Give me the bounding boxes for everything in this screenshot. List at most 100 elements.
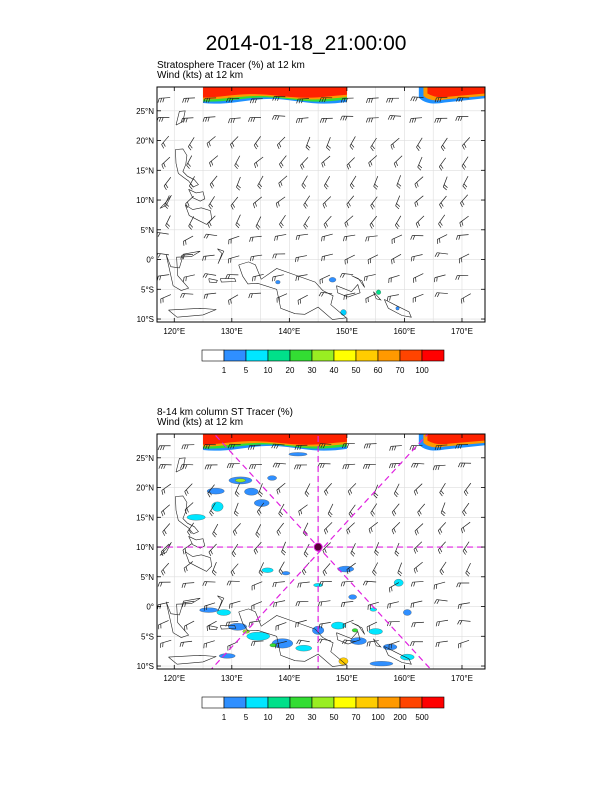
wind-barb xyxy=(180,253,193,260)
wind-barb xyxy=(455,275,469,280)
page-title: 2014-01-18_21:00:00 xyxy=(205,32,407,55)
colorbar-swatch xyxy=(289,696,313,709)
wind-barb xyxy=(434,252,449,258)
wind-barb xyxy=(184,620,195,631)
wind-barb xyxy=(303,195,311,209)
wind-barb xyxy=(461,156,469,170)
wind-barb xyxy=(411,621,424,628)
wind-barb xyxy=(226,97,240,103)
coastline xyxy=(184,551,213,572)
wind-barbs xyxy=(157,443,472,651)
colorbar-label: 60 xyxy=(374,366,383,375)
tracer-contour xyxy=(351,628,358,633)
wind-barb xyxy=(346,157,355,170)
wind-barb xyxy=(253,136,261,150)
wind-barb xyxy=(279,155,287,169)
wind-barb xyxy=(434,444,448,451)
colorbar-swatch xyxy=(311,696,335,709)
wind-barb xyxy=(455,444,469,449)
wind-barb xyxy=(183,235,194,246)
wind-barb xyxy=(180,464,194,469)
wind-barb xyxy=(301,175,308,189)
coastlines xyxy=(159,457,412,667)
x-tick-label: 160°E xyxy=(393,327,415,336)
tracer-contour xyxy=(199,607,219,613)
wind-barb xyxy=(440,502,446,517)
colorbar-label: 200 xyxy=(393,713,407,722)
wind-barb xyxy=(462,541,470,555)
wind-barb xyxy=(228,294,239,305)
wind-barb xyxy=(414,523,424,536)
wind-barb xyxy=(275,196,286,208)
y-tick-label: 10°N xyxy=(136,543,154,552)
coastline xyxy=(159,195,172,209)
colorbar-label: 100 xyxy=(415,366,429,375)
wind-barb xyxy=(410,96,424,102)
coastline xyxy=(188,536,206,549)
wind-barb xyxy=(252,196,263,209)
wind-barb xyxy=(225,274,239,279)
wind-barb xyxy=(272,115,286,121)
tracer-contour xyxy=(186,514,206,521)
y-tick-label: 20°N xyxy=(136,137,154,146)
wind-barb xyxy=(179,640,193,647)
wind-barb xyxy=(457,619,471,625)
wind-barb xyxy=(183,561,194,573)
coastline xyxy=(165,250,201,291)
wind-barb xyxy=(232,523,241,536)
wind-barb xyxy=(465,562,471,577)
wind-barb xyxy=(456,582,470,588)
wind-barb xyxy=(203,292,217,299)
wind-barb xyxy=(212,523,219,538)
colorbar-label: 50 xyxy=(330,713,339,722)
wind-barb xyxy=(276,136,286,150)
wind-barb xyxy=(157,445,171,451)
coastline xyxy=(220,625,237,630)
wind-barb xyxy=(462,176,469,190)
x-tick-label: 120°E xyxy=(163,674,185,683)
wind-barb xyxy=(436,234,448,244)
wind-barb xyxy=(362,580,377,586)
tracer-contour xyxy=(400,653,415,661)
wind-barb xyxy=(368,155,378,168)
wind-barb xyxy=(202,273,217,279)
wind-barb xyxy=(326,137,331,151)
wind-barb xyxy=(410,254,423,262)
coastline xyxy=(373,291,382,301)
wind-barb xyxy=(297,294,308,305)
y-tick-label: 10°S xyxy=(137,662,154,671)
wind-barb xyxy=(163,177,172,190)
tracer-contour xyxy=(254,499,270,507)
wind-barb xyxy=(434,292,448,298)
wind-barb xyxy=(272,581,285,588)
tracer-contour xyxy=(340,309,347,316)
wind-barb xyxy=(387,115,402,121)
wind-barb xyxy=(440,137,448,152)
wind-barb xyxy=(340,97,354,103)
wind-barb xyxy=(367,601,379,610)
wind-barb xyxy=(442,176,448,191)
wind-barb xyxy=(318,291,333,297)
wind-barb xyxy=(158,620,169,630)
colorbar-label: 20 xyxy=(286,366,295,375)
tracer-contour xyxy=(228,623,247,631)
wind-barb xyxy=(386,294,399,302)
tracer-contour xyxy=(267,475,277,481)
wind-barb xyxy=(391,503,400,517)
wind-barb xyxy=(457,602,470,610)
tracer-contour xyxy=(244,487,259,496)
wind-barb xyxy=(180,293,194,298)
wind-barb xyxy=(235,214,241,229)
axes: 120°E 130°E 140°E 150°E 160°E 170°E 25°N 20°N 15… xyxy=(136,434,485,683)
wind-barb xyxy=(341,639,356,645)
x-tick-label: 140°E xyxy=(278,327,300,336)
tracer-contour xyxy=(261,567,274,573)
wind-barb xyxy=(438,157,446,171)
wind-barb xyxy=(388,582,400,593)
colorbar-label: 30 xyxy=(308,366,317,375)
wind-barb xyxy=(437,522,447,535)
wind-barb xyxy=(409,117,423,123)
tracer-contour xyxy=(427,87,485,98)
wind-barb xyxy=(248,292,262,299)
